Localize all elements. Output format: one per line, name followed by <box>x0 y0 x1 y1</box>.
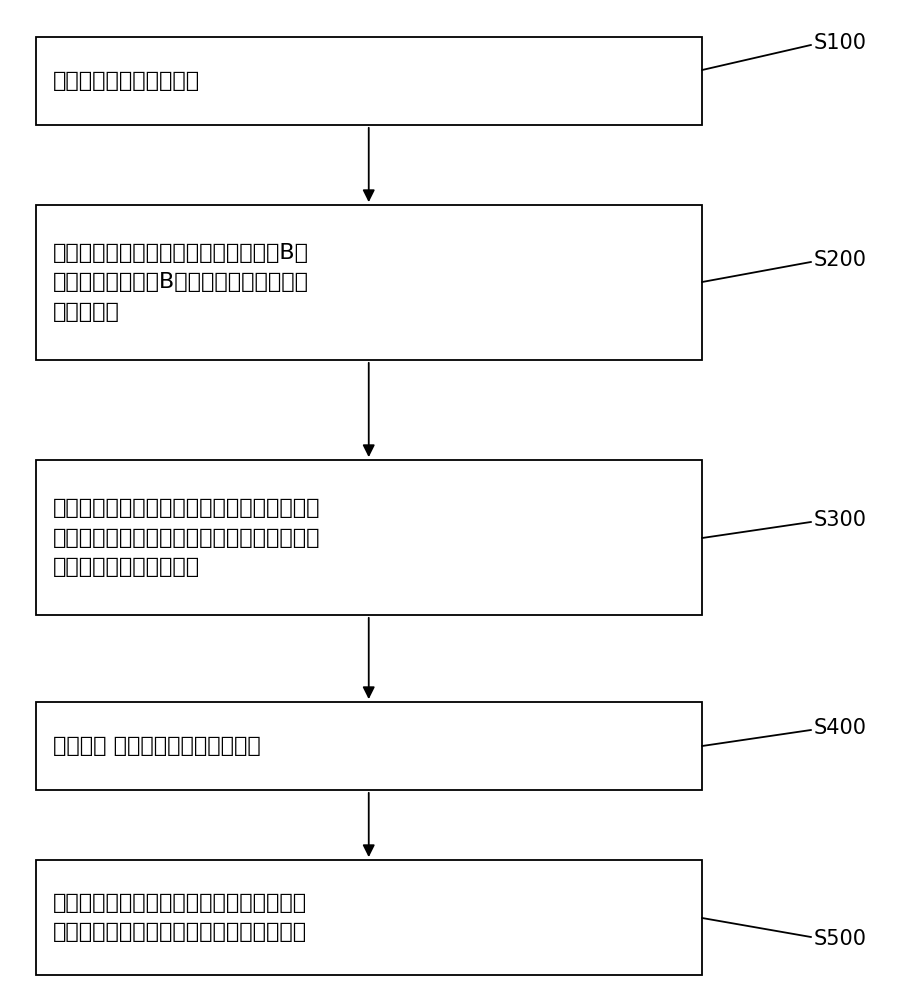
Text: S300: S300 <box>814 510 866 530</box>
Text: 根据锥坡高度、斜椭圆中心点和斜椭圆上的坐
标点，确定放样对象，根据放样对象和放样路
径扫掠得到锥坡三维模型: 根据锥坡高度、斜椭圆中心点和斜椭圆上的坐 标点，确定放样对象，根据放样对象和放样… <box>53 498 320 577</box>
Text: S400: S400 <box>814 718 866 738</box>
Bar <box>36 205 702 360</box>
Bar <box>36 460 702 615</box>
Text: 获得锥坡底面斜椭圆方程: 获得锥坡底面斜椭圆方程 <box>53 71 199 91</box>
Bar <box>36 702 702 790</box>
Text: 检测锥坡三维模型是否满足要求，将满足要
求的锥坡三维模型匹配到对应的锥坡位置上: 检测锥坡三维模型是否满足要求，将满足要 求的锥坡三维模型匹配到对应的锥坡位置上 <box>53 893 306 942</box>
Bar <box>36 37 702 125</box>
Bar <box>36 860 702 975</box>
Text: S200: S200 <box>814 250 866 270</box>
Text: S100: S100 <box>814 33 866 53</box>
Text: S500: S500 <box>814 929 866 949</box>
Text: 根据桥台 位置信息，获得锥坡位置: 根据桥台 位置信息，获得锥坡位置 <box>53 736 260 756</box>
Text: 根据斜椭圆上的坐标点，确定斜椭圆的B样
条曲线方程，并以B样条曲线为锥坡底面的
放样路径；: 根据斜椭圆上的坐标点，确定斜椭圆的B样 条曲线方程，并以B样条曲线为锥坡底面的 … <box>53 243 309 322</box>
